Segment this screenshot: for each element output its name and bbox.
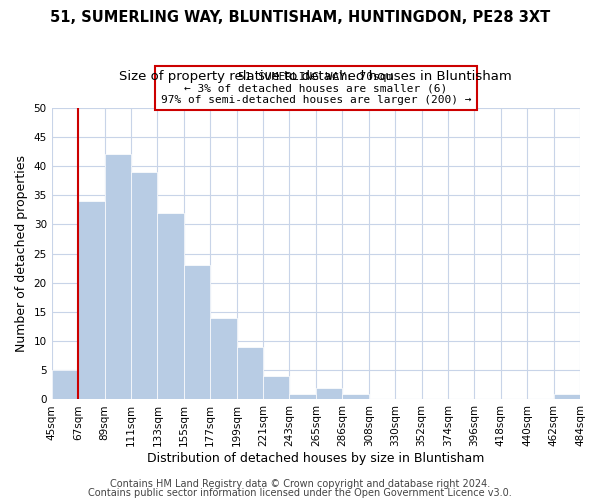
Bar <box>104 154 131 400</box>
Text: Contains public sector information licensed under the Open Government Licence v3: Contains public sector information licen… <box>88 488 512 498</box>
Bar <box>52 370 78 400</box>
Bar <box>236 347 263 400</box>
Title: Size of property relative to detached houses in Bluntisham: Size of property relative to detached ho… <box>119 70 512 83</box>
Text: 51, SUMERLING WAY, BLUNTISHAM, HUNTINGDON, PE28 3XT: 51, SUMERLING WAY, BLUNTISHAM, HUNTINGDO… <box>50 10 550 25</box>
Bar <box>289 394 316 400</box>
Bar <box>316 388 342 400</box>
Text: 51 SUMERLING WAY: 70sqm
← 3% of detached houses are smaller (6)
97% of semi-deta: 51 SUMERLING WAY: 70sqm ← 3% of detached… <box>161 72 471 105</box>
Bar <box>554 394 580 400</box>
Bar <box>263 376 289 400</box>
Bar <box>184 266 210 400</box>
Bar <box>342 394 368 400</box>
Text: Contains HM Land Registry data © Crown copyright and database right 2024.: Contains HM Land Registry data © Crown c… <box>110 479 490 489</box>
X-axis label: Distribution of detached houses by size in Bluntisham: Distribution of detached houses by size … <box>147 452 485 465</box>
Bar <box>131 172 157 400</box>
Bar <box>78 201 104 400</box>
Y-axis label: Number of detached properties: Number of detached properties <box>15 155 28 352</box>
Bar <box>210 318 236 400</box>
Bar <box>157 213 184 400</box>
